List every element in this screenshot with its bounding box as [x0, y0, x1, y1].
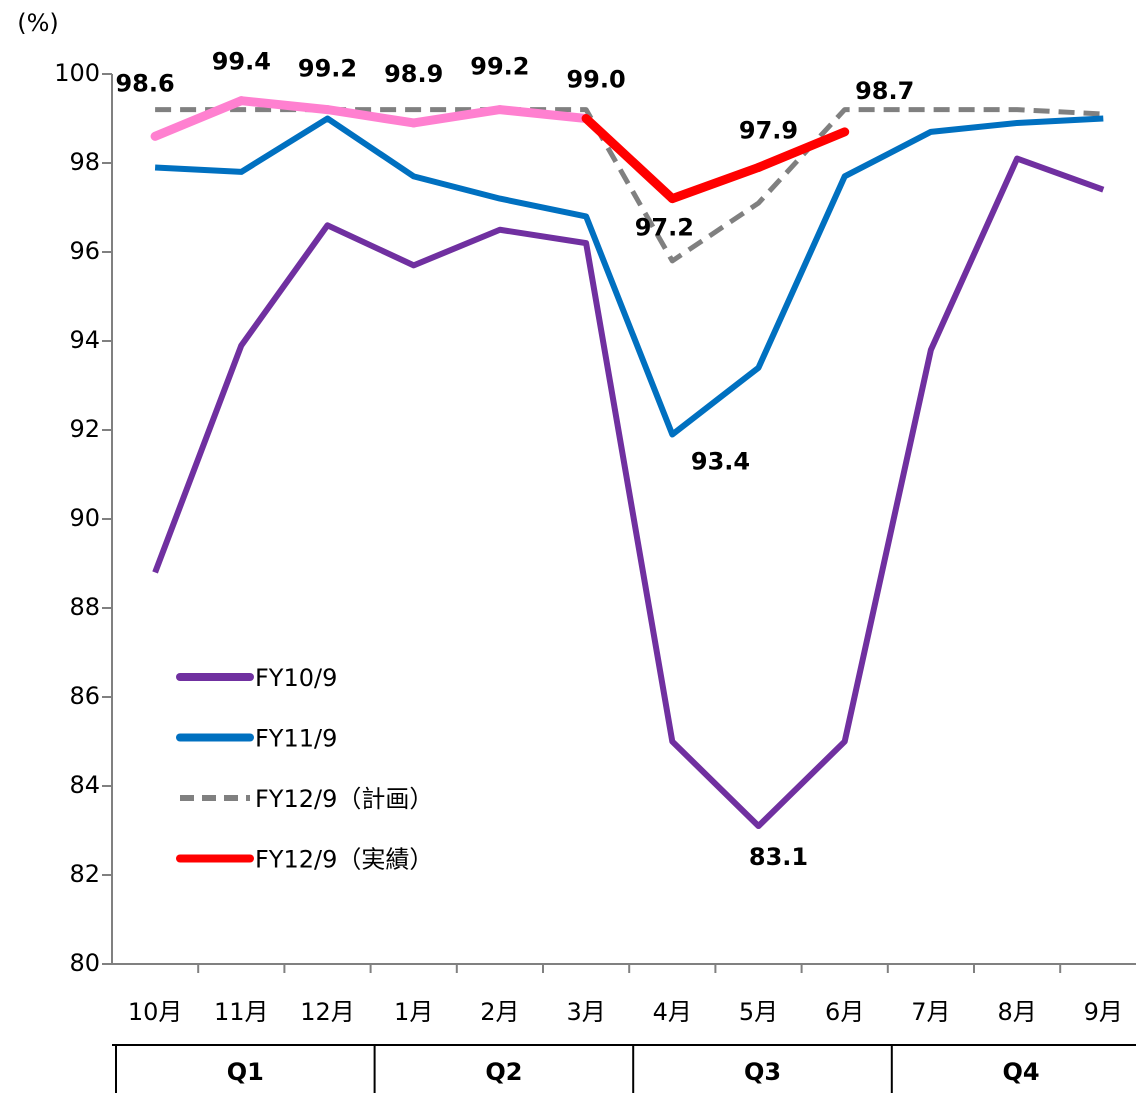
- y-tick-label: 96: [69, 237, 100, 265]
- data-label: 99.0: [566, 66, 625, 94]
- y-tick-label: 98: [69, 148, 100, 176]
- y-tick-label: 92: [69, 415, 100, 443]
- legend-label: FY10/9: [255, 664, 337, 692]
- y-tick-label: 100: [54, 59, 100, 87]
- legend-label: FY12/9（実績）: [255, 846, 433, 874]
- line-segment: [754, 127, 850, 172]
- data-label: 98.6: [115, 69, 174, 97]
- y-tick-label: 80: [69, 949, 100, 977]
- line-segment: [150, 96, 246, 141]
- y-tick-label: 94: [69, 326, 100, 354]
- data-label: 93.4: [691, 448, 750, 476]
- x-tick-label: 2月: [480, 998, 519, 1026]
- x-tick-label: 10月: [128, 998, 183, 1026]
- x-tick-label: 4月: [653, 998, 692, 1026]
- legend-label: FY12/9（計画）: [255, 785, 433, 813]
- y-tick-label: 88: [69, 593, 100, 621]
- quarter-label: Q4: [1003, 1058, 1040, 1086]
- data-label: 98.9: [384, 60, 443, 88]
- x-tick-label: 3月: [566, 998, 605, 1026]
- data-label: 99.2: [298, 55, 357, 83]
- line-segment: [667, 162, 763, 204]
- data-label: 83.1: [749, 843, 808, 871]
- x-tick-label: 8月: [997, 998, 1036, 1026]
- series-line: [154, 115, 1104, 438]
- y-tick-label: 90: [69, 504, 100, 532]
- line-segment: [323, 105, 419, 128]
- series-line: [152, 155, 1105, 830]
- line-segment: [581, 114, 677, 204]
- x-tick-label: 7月: [911, 998, 950, 1026]
- line-segment: [236, 96, 332, 115]
- data-label: 99.4: [212, 48, 271, 76]
- data-label: 97.2: [635, 214, 694, 242]
- quarter-label: Q2: [485, 1058, 522, 1086]
- x-tick-label: 1月: [394, 998, 433, 1026]
- x-tick-label: 12月: [300, 998, 355, 1026]
- x-tick-label: 9月: [1084, 998, 1123, 1026]
- legend-label: FY11/9: [255, 725, 337, 753]
- x-tick-label: 5月: [739, 998, 778, 1026]
- y-tick-label: 82: [69, 860, 100, 888]
- series-line: [155, 107, 1104, 264]
- y-tick-label: 86: [69, 682, 100, 710]
- quarter-label: Q1: [227, 1058, 264, 1086]
- x-tick-label: 6月: [825, 998, 864, 1026]
- data-label: 98.7: [855, 77, 914, 105]
- quarter-label: Q3: [744, 1058, 781, 1086]
- data-label: 97.9: [739, 116, 798, 144]
- line-segment: [409, 105, 505, 128]
- y-axis-label: (%): [17, 9, 59, 37]
- line-segment: [495, 105, 591, 123]
- x-tick-label: 11月: [214, 998, 269, 1026]
- y-tick-label: 84: [69, 771, 100, 799]
- data-label: 99.2: [470, 53, 529, 81]
